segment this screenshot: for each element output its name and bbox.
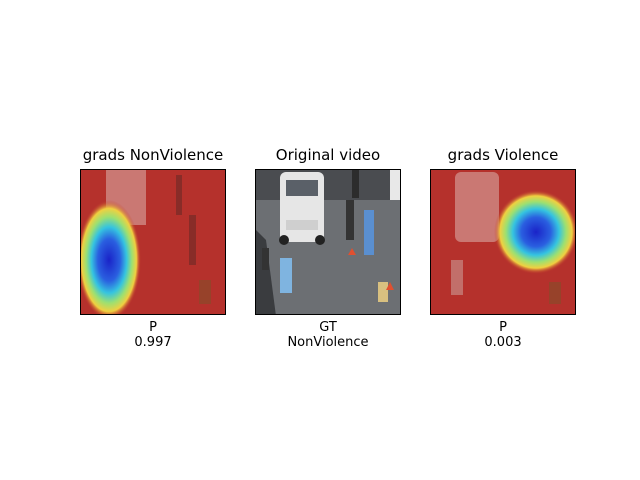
panel-title: Original video — [275, 146, 381, 164]
caption-value: 0.003 — [484, 335, 522, 350]
caption-label: P — [149, 320, 157, 335]
panel-title: grads Violence — [447, 146, 559, 164]
caption-value: NonViolence — [287, 335, 369, 350]
heatmap-image-nonviolence — [80, 169, 226, 315]
panel-caption: GT NonViolence — [228, 320, 428, 350]
panel-caption: P 0.997 — [53, 320, 253, 350]
caption-label: GT — [319, 320, 337, 335]
caption-value: 0.997 — [134, 335, 172, 350]
panel-title: grads NonViolence — [82, 146, 224, 164]
caption-label: P — [499, 320, 507, 335]
original-video-frame — [255, 169, 401, 315]
heatmap-image-violence — [430, 169, 576, 315]
panel-caption: P 0.003 — [403, 320, 603, 350]
